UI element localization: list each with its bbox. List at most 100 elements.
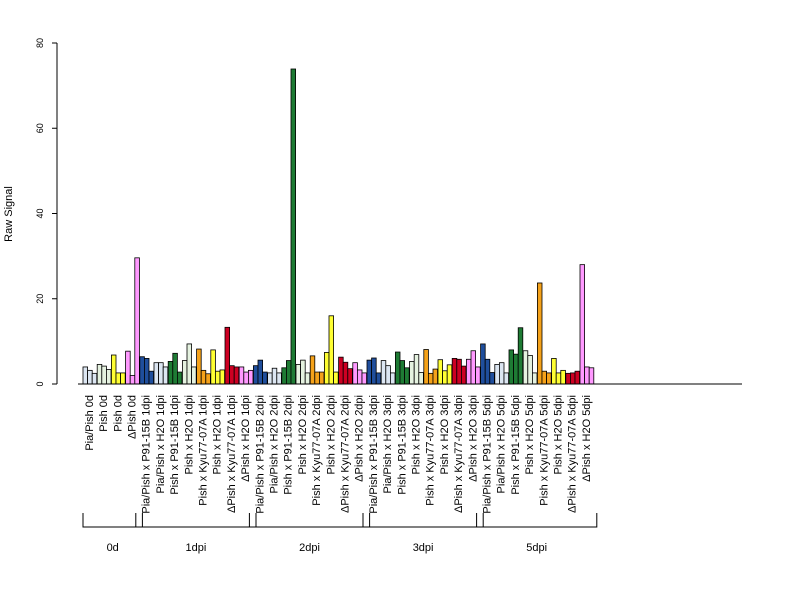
group-bracket (476, 513, 598, 528)
bar (267, 372, 273, 385)
bar (205, 373, 211, 385)
category-bar-group (153, 362, 169, 385)
bar (338, 356, 344, 385)
category-bar-group (267, 367, 282, 385)
bar (465, 358, 472, 385)
bar (309, 355, 316, 385)
bar (551, 358, 557, 385)
bar (191, 366, 197, 385)
x-tick-label: Pish x H2O 3dpi (411, 395, 423, 474)
bar (120, 372, 126, 385)
x-tick-label: ΔPish x H2O 3dpi (467, 395, 479, 482)
x-tick-label: Pia/Pish x P91-15B 2dpi (254, 395, 266, 514)
bar (375, 372, 382, 385)
bar (475, 366, 481, 385)
bar (233, 366, 240, 385)
bar (413, 354, 420, 385)
x-tick-label: ΔPish x H2O 2dpi (354, 395, 366, 482)
group-brackets: 0d 1dpi 2dpi 3dpi 5dpi (82, 513, 598, 554)
bar (214, 370, 221, 385)
bar (101, 365, 107, 385)
y-tick-label: 80 (35, 38, 45, 48)
bar (176, 371, 183, 385)
x-tick-label: ΔPish x Kyu77-07A 1dpi (226, 395, 238, 513)
x-tick-label: Pish x H2O 2dpi (297, 395, 309, 474)
bar (153, 362, 159, 385)
bar (442, 370, 448, 385)
bar (480, 343, 486, 385)
bar (352, 362, 358, 385)
category-bar-group (238, 366, 254, 385)
bar (111, 354, 117, 385)
x-tick-label: Pish x Kyu77-07A 1dpi (198, 395, 210, 506)
x-tick-label: ΔPish x H2O 5dpi (581, 395, 593, 482)
category-bar-group (338, 356, 353, 385)
category-bar-group (551, 358, 566, 385)
bar (295, 363, 301, 385)
bar (134, 257, 140, 385)
y-tick-label: 20 (35, 294, 45, 304)
bar (356, 369, 363, 385)
x-tick-label: Pish x H2O 3dpi (439, 395, 451, 474)
bar (522, 350, 529, 385)
category-bar-group (309, 355, 325, 385)
bar (394, 351, 401, 385)
bar (541, 370, 547, 385)
bar (456, 358, 462, 385)
x-tick-label: ΔPish x Kyu77-07A 5dpi (567, 395, 579, 513)
bar (371, 357, 377, 385)
x-tick-label: Pish x Kyu77-07A 5dpi (538, 395, 550, 506)
bar (243, 371, 249, 385)
x-tick-label: Pish x H2O 2dpi (325, 395, 337, 474)
group-bracket (362, 513, 484, 528)
x-tick-label: ΔPish x H2O 1dpi (240, 395, 252, 482)
category-bar-group (323, 315, 339, 385)
bar (252, 365, 259, 385)
bar (380, 360, 387, 385)
bar (366, 359, 372, 385)
bar (238, 366, 245, 385)
group-bracket (82, 513, 143, 528)
bar (247, 369, 254, 385)
category-bar-group (522, 350, 538, 385)
bar (333, 371, 339, 385)
bar (427, 372, 434, 385)
x-tick-label: Pia/Pish x P91-15B 3dpi (368, 395, 380, 514)
bar (494, 363, 500, 385)
category-bar-group (451, 358, 467, 385)
x-tick-label: ΔPish x Kyu77-07A 3dpi (453, 395, 465, 513)
x-tick-label: Pia/Pish x P91-15B 1dpi (141, 395, 153, 514)
group-bracket (248, 513, 371, 528)
bar (167, 361, 174, 385)
bar (484, 358, 491, 385)
group-label: 3dpi (413, 542, 434, 554)
category-bar-group (465, 350, 481, 385)
bar (570, 372, 576, 385)
bar (423, 349, 429, 385)
bar (300, 359, 306, 385)
x-tick-label: Pish x H2O 1dpi (212, 395, 224, 474)
category-bar-group (125, 257, 140, 385)
bar (555, 372, 562, 385)
x-tick-label: Pia/Pish x H2O 3dpi (382, 395, 394, 493)
category-bar-group (537, 282, 552, 385)
category-bar-group (181, 343, 197, 385)
category-bar-group (96, 363, 112, 385)
bar (200, 369, 207, 385)
bar (503, 372, 509, 385)
y-axis: 0 20 40 60 80 (35, 38, 58, 387)
y-tick-label: 60 (35, 123, 45, 133)
bar (91, 372, 98, 385)
bar (210, 349, 216, 385)
category-bar-group (82, 366, 98, 385)
category-labels: Pia/Pish 0d Pish 0d Pish 0d ΔPish 0d Pia/Pis… (84, 395, 593, 514)
bar (513, 353, 519, 385)
bar (517, 327, 524, 385)
category-bar-group (196, 348, 211, 385)
category-bar-group (167, 352, 183, 385)
bar (404, 367, 410, 385)
y-tick-label: 40 (35, 208, 45, 218)
category-bar-group (210, 349, 225, 385)
bar (285, 360, 292, 385)
